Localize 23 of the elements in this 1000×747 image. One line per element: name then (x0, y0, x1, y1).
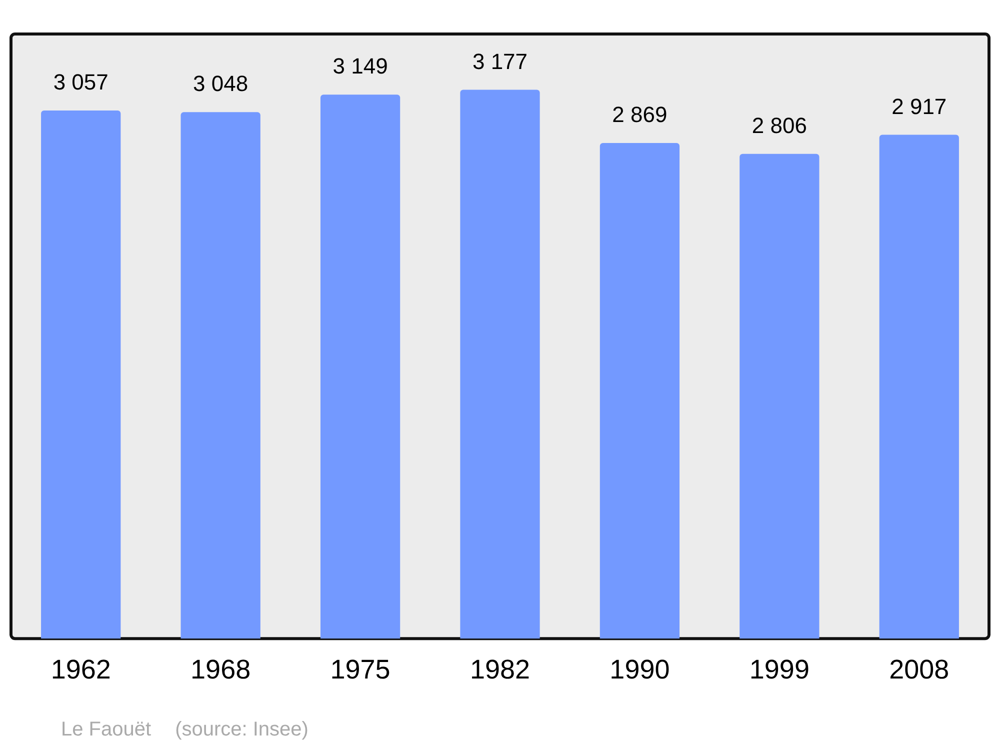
data-label: 3 057 (53, 70, 108, 95)
data-label: 2 869 (612, 102, 668, 128)
x-tick-label: 1999 (749, 654, 810, 684)
x-tick-label: 1990 (610, 654, 670, 684)
bar (460, 90, 540, 639)
x-tick-label: 1968 (190, 654, 251, 684)
bar (740, 154, 820, 639)
bar (600, 143, 680, 639)
x-tick-label: 1982 (470, 654, 530, 684)
bar (320, 94, 400, 639)
x-tick-label: 1962 (50, 654, 111, 684)
text: Le Faouët (61, 718, 152, 741)
text: (source: Insee) (175, 718, 308, 741)
bar (180, 112, 260, 639)
data-label: 3 149 (332, 54, 388, 79)
x-tick-label: 1975 (330, 654, 390, 684)
bar (41, 110, 121, 639)
data-label: 3 177 (472, 48, 528, 74)
data-label: 3 048 (193, 71, 248, 96)
x-tick-label: 2008 (889, 654, 950, 684)
bar (879, 134, 959, 639)
data-label: 2 917 (892, 94, 947, 119)
data-label: 2 806 (752, 112, 807, 138)
